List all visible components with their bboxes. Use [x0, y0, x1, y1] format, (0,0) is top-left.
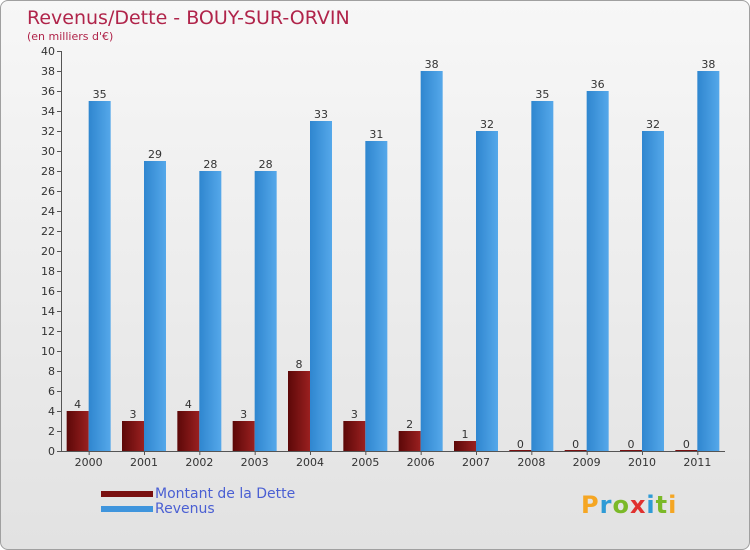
bar-revenus-2007 [476, 131, 498, 451]
chart-subtitle: (en milliers d'€) [27, 30, 114, 43]
bar-dette-2005 [343, 421, 366, 451]
data-label-dette-2000: 4 [74, 398, 81, 411]
data-label-dette-2005: 3 [351, 408, 358, 421]
y-tick-label: 4 [48, 405, 55, 418]
data-label-revenus-2010: 32 [646, 118, 660, 131]
bar-dette-2006 [398, 431, 421, 451]
legend-label-revenus: Revenus [155, 501, 215, 517]
data-label-revenus-2004: 33 [314, 108, 328, 121]
bar-revenus-2000 [88, 101, 111, 451]
bar-dette-2007 [454, 441, 476, 451]
data-label-revenus-2006: 38 [425, 58, 439, 71]
x-tick-label: 2000 [75, 456, 103, 469]
data-label-dette-2007: 1 [462, 428, 469, 441]
bar-revenus-2003 [254, 171, 277, 451]
data-label-revenus-2007: 32 [480, 118, 494, 131]
y-tick-label: 6 [48, 385, 55, 398]
bar-dette-2002 [177, 411, 200, 451]
x-tick-label: 2001 [130, 456, 158, 469]
x-tick-label: 2007 [462, 456, 490, 469]
legend-label-dette: Montant de la Dette [155, 486, 296, 502]
data-label-dette-2006: 2 [406, 418, 413, 431]
data-label-revenus-2009: 36 [591, 78, 605, 91]
bar-revenus-2010 [642, 131, 664, 451]
x-tick-label: 2010 [628, 456, 656, 469]
data-label-revenus-2000: 35 [93, 88, 107, 101]
bar-dette-2000 [66, 411, 89, 451]
data-label-dette-2003: 3 [240, 408, 247, 421]
chart-title: Revenus/Dette - BOUY-SUR-ORVIN [27, 7, 350, 29]
y-tick-label: 18 [41, 265, 55, 278]
bar-revenus-2011 [697, 71, 720, 451]
data-label-dette-2008: 0 [517, 438, 524, 451]
y-tick-label: 12 [41, 325, 55, 338]
y-tick-label: 10 [41, 345, 55, 358]
x-tick-label: 2008 [517, 456, 545, 469]
y-tick-label: 36 [41, 85, 55, 98]
bar-revenus-2008 [531, 101, 554, 451]
x-tick-label: 2004 [296, 456, 324, 469]
y-tick-label: 24 [41, 205, 55, 218]
y-tick-label: 14 [41, 305, 55, 318]
data-label-revenus-2003: 28 [259, 158, 273, 171]
data-label-dette-2004: 8 [296, 358, 303, 371]
y-tick-label: 34 [41, 105, 55, 118]
bar-dette-2010 [620, 450, 642, 451]
data-label-revenus-2005: 31 [369, 128, 383, 141]
data-label-revenus-2011: 38 [701, 58, 715, 71]
x-tick-label: 2003 [241, 456, 269, 469]
y-tick-label: 32 [41, 125, 55, 138]
y-tick-label: 0 [48, 445, 55, 458]
data-label-revenus-2001: 29 [148, 148, 162, 161]
y-tick-label: 2 [48, 425, 55, 438]
proxiti-logo: Proxiti [581, 491, 678, 519]
legend-swatch-revenus [101, 506, 153, 512]
data-label-revenus-2002: 28 [203, 158, 217, 171]
y-tick-label: 38 [41, 65, 55, 78]
bar-revenus-2001 [144, 161, 166, 451]
y-tick-label: 22 [41, 225, 55, 238]
bar-revenus-2005 [365, 141, 388, 451]
bar-dette-2009 [564, 450, 587, 451]
data-label-dette-2002: 4 [185, 398, 192, 411]
bar-dette-2003 [232, 421, 255, 451]
bar-revenus-2004 [310, 121, 332, 451]
x-tick-label: 2009 [573, 456, 601, 469]
x-tick-label: 2011 [683, 456, 711, 469]
data-label-revenus-2008: 35 [535, 88, 549, 101]
bar-dette-2008 [509, 450, 532, 451]
y-tick-label: 28 [41, 165, 55, 178]
x-tick-label: 2005 [351, 456, 379, 469]
bar-revenus-2006 [420, 71, 443, 451]
x-tick-label: 2006 [407, 456, 435, 469]
data-label-dette-2010: 0 [628, 438, 635, 451]
y-tick-label: 30 [41, 145, 55, 158]
bar-revenus-2002 [199, 171, 222, 451]
y-tick-label: 26 [41, 185, 55, 198]
data-label-dette-2011: 0 [683, 438, 690, 451]
bar-dette-2004 [288, 371, 310, 451]
bar-dette-2001 [122, 421, 144, 451]
y-tick-label: 8 [48, 365, 55, 378]
legend-swatch-dette [101, 491, 153, 497]
bar-revenus-2009 [586, 91, 609, 451]
data-label-dette-2009: 0 [572, 438, 579, 451]
bar-dette-2011 [675, 450, 698, 451]
data-label-dette-2001: 3 [130, 408, 137, 421]
y-tick-label: 40 [41, 45, 55, 58]
x-tick-label: 2002 [185, 456, 213, 469]
y-tick-label: 16 [41, 285, 55, 298]
y-tick-label: 20 [41, 245, 55, 258]
